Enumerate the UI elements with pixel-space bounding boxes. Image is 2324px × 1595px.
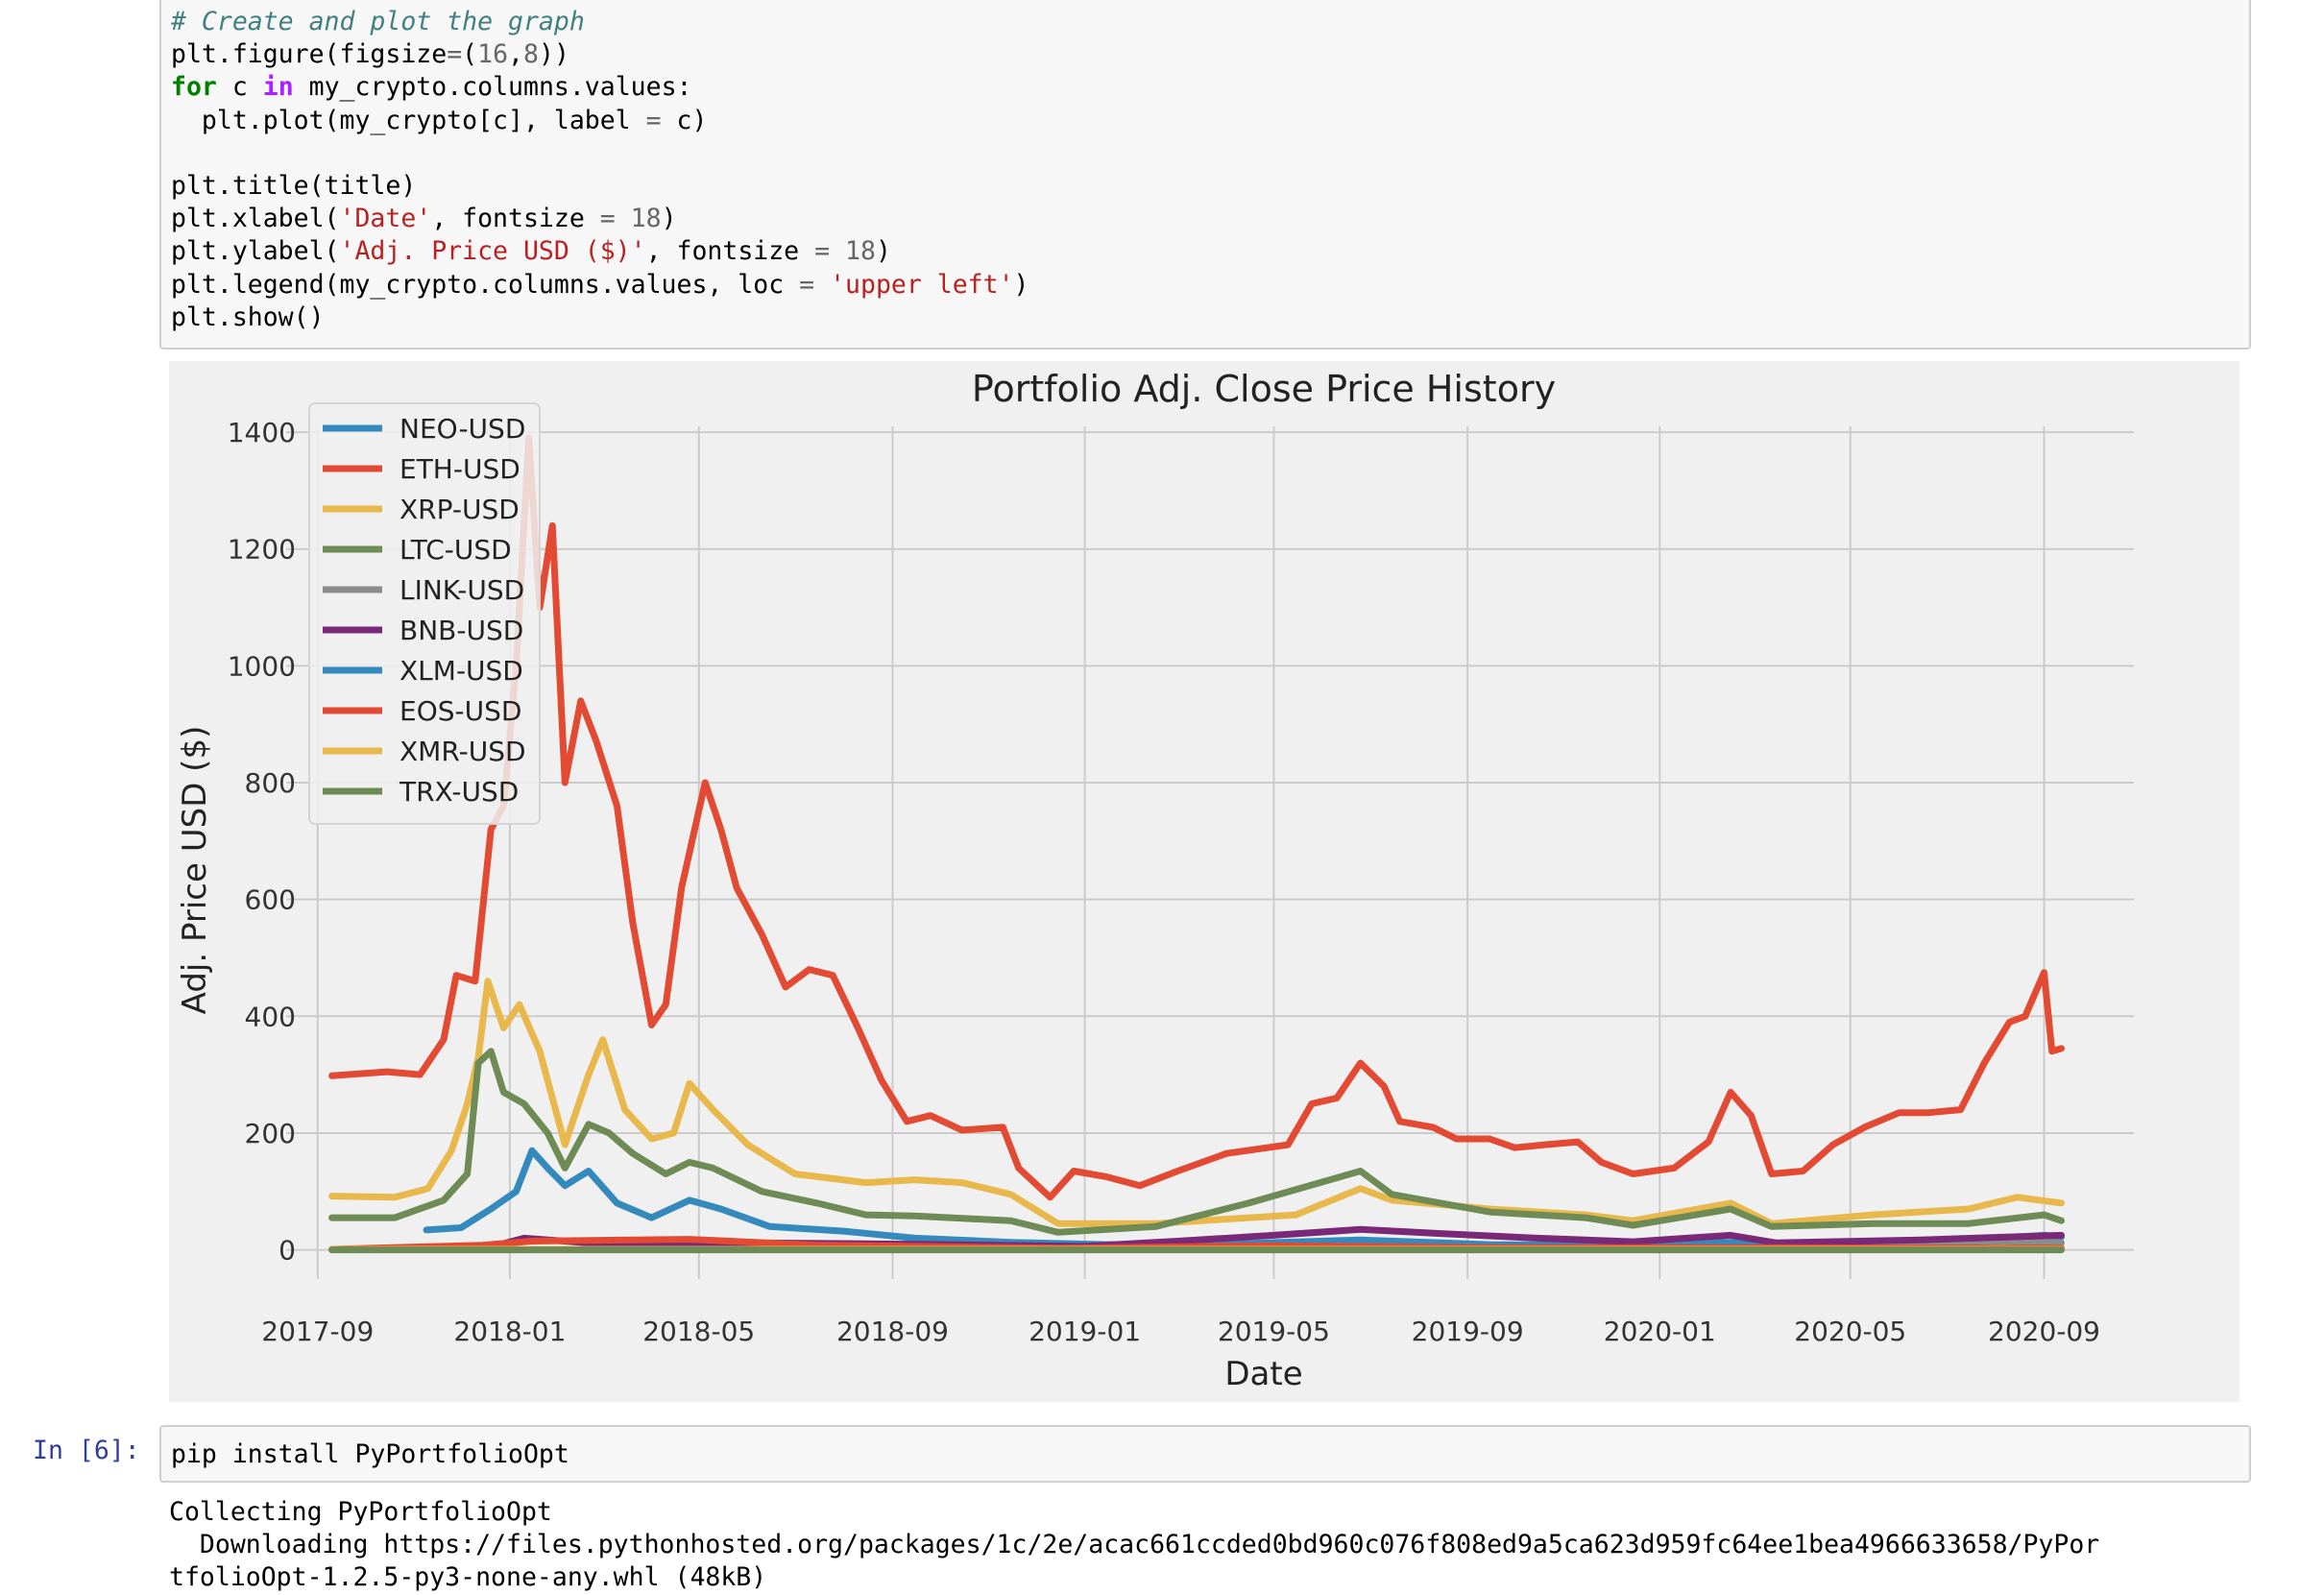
legend-label: NEO-USD: [399, 413, 525, 445]
x-tick-label: 2019-09: [1412, 1316, 1524, 1347]
code-token: plt.legend(my_crypto.columns.values, loc: [171, 269, 800, 300]
code-token: c: [216, 72, 263, 103]
legend: NEO-USD ETH-USD XRP-USD LTC-USD LINK-USD BNB-…: [308, 402, 541, 825]
legend-label: XRP-USD: [399, 494, 520, 525]
x-tick-label: 2018-09: [836, 1316, 949, 1347]
x-tick-label: 2018-01: [453, 1316, 566, 1347]
code-token: , fontsize: [645, 236, 815, 267]
legend-label: XLM-USD: [399, 655, 523, 687]
y-axis-label: Adj. Price USD ($): [176, 726, 214, 1015]
code-token: # Create and plot the graph: [171, 7, 585, 36]
series-line-neo-usd: [423, 1147, 2065, 1249]
input-prompt: In [6]:: [33, 1436, 140, 1465]
code-token: 'Adj. Price USD ($)': [339, 236, 646, 267]
code-token: =: [814, 236, 831, 267]
code-token: plt.plot(my_crypto[c], label: [171, 105, 646, 135]
code-token: plt.xlabel(: [171, 204, 340, 234]
code-token: =: [599, 204, 616, 234]
x-tick-label: 2017-09: [261, 1316, 374, 1347]
code-line: for c in my_crypto.columns.values:: [171, 71, 1029, 104]
series-line-eth-usd: [328, 434, 2065, 1201]
code-token: ): [1013, 269, 1029, 300]
code-token: 'upper left': [830, 269, 1014, 300]
legend-label: XMR-USD: [399, 736, 526, 767]
series-lines: [328, 434, 2065, 1254]
x-axis-label: Date: [1224, 1355, 1302, 1393]
code-token: 18: [845, 236, 876, 267]
cell-code[interactable]: pip install PyPortfolioOpt: [171, 1439, 569, 1469]
x-tick-label: 2018-05: [642, 1316, 755, 1347]
code-token: for: [171, 72, 217, 103]
y-tick-label: 1200: [228, 534, 296, 566]
code-token: 'Date': [339, 204, 432, 234]
y-tick-label: 600: [245, 884, 296, 916]
x-tick-label: 2019-05: [1218, 1316, 1330, 1347]
code-token: , fontsize: [431, 204, 600, 234]
code-cell[interactable]: # Create and plot the graph plt.figure(fi…: [159, 0, 2251, 350]
x-tick-labels: 2017-09 2018-01 2018-05 2018-09 2019-01 2019-…: [261, 1316, 2100, 1347]
code-editor[interactable]: # Create and plot the graph plt.figure(fi…: [171, 6, 1029, 334]
chart-title: Portfolio Adj. Close Price History: [972, 368, 1556, 410]
legend-label: LTC-USD: [399, 534, 512, 566]
code-token: ): [875, 236, 891, 267]
code-token: plt.show(): [171, 302, 325, 332]
x-tick-label: 2019-01: [1029, 1316, 1141, 1347]
code-token: =: [645, 105, 662, 135]
code-token: [616, 204, 631, 233]
code-line: # Create and plot the graph: [171, 6, 1029, 38]
code-line: plt.figure(figsize=(16,8)): [171, 38, 1029, 71]
code-token: plt.figure(figsize: [171, 39, 448, 70]
y-tick-label: 200: [245, 1118, 296, 1149]
code-line: plt.ylabel('Adj. Price USD ($)', fontsiz…: [171, 235, 1029, 268]
legend-label: TRX-USD: [399, 776, 519, 808]
code-token: (: [462, 39, 478, 70]
code-line: plt.title(title): [171, 170, 1029, 203]
code-token: c): [661, 105, 708, 135]
code-token: plt.ylabel(: [171, 236, 340, 267]
x-tick-label: 2020-09: [1988, 1316, 2100, 1347]
y-tick-label: 400: [245, 1001, 296, 1032]
price-history-chart: 2017-09 2018-01 2018-05 2018-09 2019-01 2019-…: [169, 361, 2239, 1402]
code-token: my_crypto.columns.values:: [293, 72, 692, 103]
y-tick-label: 1000: [228, 650, 296, 682]
y-tick-label: 800: [245, 767, 296, 799]
code-token: 8: [523, 39, 539, 70]
code-line: plt.show(): [171, 302, 1029, 334]
code-token: [830, 236, 845, 266]
code-token: [814, 270, 830, 300]
x-tick-label: 2020-05: [1794, 1316, 1906, 1347]
code-token: plt.title(title): [171, 170, 417, 201]
code-token: 16: [477, 39, 509, 70]
code-token: )): [538, 39, 569, 70]
series-line-xrp-usd: [328, 978, 2065, 1227]
stream-output: Collecting PyPortfolioOpt Downloading ht…: [169, 1496, 2099, 1595]
code-token: ): [661, 204, 677, 234]
legend-label: ETH-USD: [399, 453, 520, 485]
output-line: Downloading https://files.pythonhosted.o…: [169, 1530, 2100, 1560]
code-token: in: [262, 72, 294, 103]
legend-label: BNB-USD: [399, 615, 523, 646]
code-token: =: [799, 269, 815, 300]
series-line-ltc-usd: [328, 1048, 2065, 1236]
legend-label: LINK-USD: [399, 574, 524, 606]
code-line: plt.plot(my_crypto[c], label = c): [171, 105, 1029, 137]
y-tick-labels: 0 200 400 600 800 1000 1200 1400: [228, 417, 296, 1267]
code-line: plt.legend(my_crypto.columns.values, loc…: [171, 269, 1029, 302]
code-line: plt.xlabel('Date', fontsize = 18): [171, 203, 1029, 235]
legend-label: EOS-USD: [399, 695, 521, 727]
code-token: ,: [508, 39, 524, 70]
code-token: 18: [630, 204, 662, 234]
code-token: =: [447, 39, 463, 70]
code-line: [171, 137, 1029, 170]
y-tick-label: 0: [278, 1235, 296, 1267]
y-tick-label: 1400: [228, 417, 296, 448]
output-line: Collecting PyPortfolioOpt: [169, 1497, 552, 1527]
x-tick-label: 2020-01: [1604, 1316, 1716, 1347]
input-cell[interactable]: pip install PyPortfolioOpt: [159, 1425, 2251, 1483]
plot-output: 2017-09 2018-01 2018-05 2018-09 2019-01 2019-…: [169, 361, 2239, 1402]
